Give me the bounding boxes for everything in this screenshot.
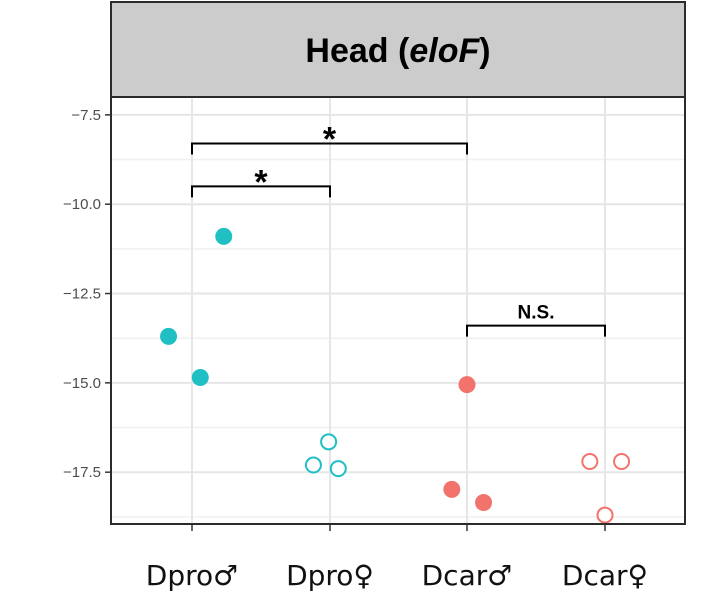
x-tick-label: Dcar♂ [422,559,513,592]
x-tick-label: Dpro♀ [286,559,374,592]
data-point-open [613,452,631,470]
significance-bracket [466,324,606,337]
data-point-filled [443,480,461,498]
data-point-open [329,460,347,478]
x-axis: Dpro♂ Dpro♀ Dcar♂ Dcar♀ [146,524,648,592]
data-point-filled [191,368,209,386]
facet-title-gene: eloF [409,32,480,70]
facet-title-main: Head ( [305,32,410,70]
y-tick-label: −17.5 [63,464,101,481]
panel-border [110,96,686,525]
data-point-open [304,456,322,474]
facet-title: Head (eloF) [305,32,490,70]
y-axis: −7.5 −10.0 −12.5 −15.0 −17.5 [63,107,111,481]
data-point-open [581,452,599,470]
x-tick-label: Dcar♀ [562,559,648,592]
y-tick-label: −15.0 [63,375,101,392]
x-tick-label: Dpro♂ [146,559,238,592]
facet-strip [110,1,686,98]
significance-label: * [323,120,337,158]
y-tick-label: −7.5 [71,107,101,124]
significance-label: * [254,163,268,201]
data-point-filled [215,227,233,245]
data-point-filled [458,376,476,394]
data-point-open [320,433,338,451]
significance-bracket [191,185,331,198]
y-tick-label: −10.0 [63,196,101,213]
data-point-open [596,506,614,524]
data-points [160,227,631,524]
significance-label: N.S. [518,303,555,324]
data-point-filled [475,494,493,512]
data-point-filled [160,327,178,345]
plot-panel [111,97,685,524]
facet-title-end: ) [479,32,490,70]
significance-brackets: * * N.S. [191,120,606,337]
y-tick-label: −12.5 [63,286,101,303]
significance-bracket [191,142,468,155]
